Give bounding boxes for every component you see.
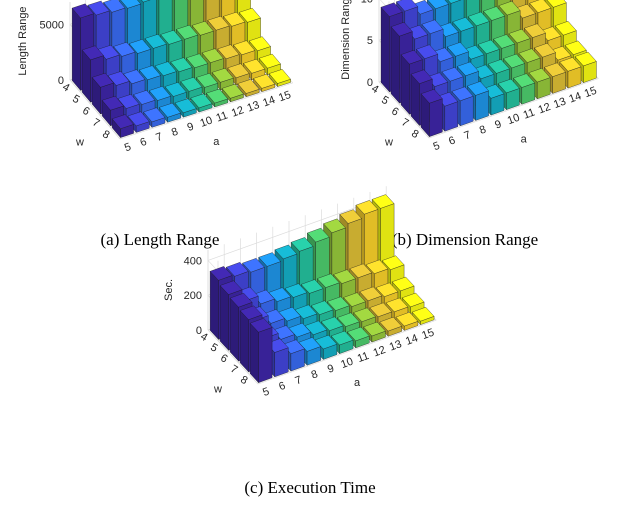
bar-w8-a5 [249,318,273,384]
a-tick-label: 5 [432,140,442,153]
a-axis-label: a [354,377,361,389]
a-tick-label: 11 [215,109,230,124]
w-tick-label: 5 [379,94,390,107]
a-tick-label: 13 [552,96,568,111]
a-tick-label: 9 [186,121,196,134]
z-tick-label: 0 [196,325,202,337]
bar-w7-a15 [258,53,281,76]
z-tick-label: 200 [184,290,202,302]
z-axis-label: Sec. [163,279,175,301]
a-tick-label: 13 [388,338,404,353]
a-tick-label: 5 [123,141,133,154]
w-tick-label: 4 [60,81,71,94]
bars [209,194,435,384]
w-axis-label: w [75,136,84,148]
bar-w8-a14 [395,311,419,331]
z-tick-label: 5000 [40,19,64,31]
bar-w8-a15 [411,306,435,326]
w-tick-label: 6 [80,105,91,118]
z-tick-label: 10 [361,0,373,5]
z-tick-label: 0 [367,77,373,89]
bar-w7-a14 [243,58,266,81]
bar-w8-a14 [253,73,276,93]
a-tick-label: 11 [522,106,537,121]
bar-w8-a9 [174,98,197,118]
a-tick-label: 6 [139,136,149,149]
a-axis-label: a [213,136,220,148]
z-axis-label: Length Range [17,6,29,75]
z-tick-label: 400 [184,255,202,267]
a-tick-label: 14 [567,90,583,105]
bar-w8-a12 [221,83,244,103]
chart-panel-b: 0510Dimension Range45678w567891011121314… [309,0,618,220]
bar-w6-a5 [91,72,114,115]
w-tick-label: 4 [369,83,380,96]
a-tick-label: 12 [372,344,388,359]
a-tick-label: 13 [246,99,262,114]
a-tick-label: 15 [583,85,599,100]
a-tick-label: 12 [537,101,553,116]
a-tick-label: 7 [294,374,304,387]
a-tick-label: 15 [277,89,293,104]
bar-w8-a15 [268,69,291,88]
a-tick-label: 11 [356,350,371,365]
bars [380,0,597,138]
a-tick-label: 8 [310,368,320,381]
a-tick-label: 14 [404,332,420,347]
a-tick-label: 6 [277,380,287,393]
w-tick-label: 6 [218,352,229,365]
bar3d-chart-dimension-range: 0510Dimension Range45678w567891011121314… [340,0,599,153]
a-tick-label: 7 [463,129,473,142]
bars [71,0,291,139]
w-tick-label: 7 [228,363,239,376]
a-tick-label: 9 [326,362,336,375]
a-tick-label: 12 [230,104,246,119]
w-tick-label: 7 [399,116,410,129]
z-tick-label: 5 [367,35,373,47]
caption-a: (a) Length Range [100,230,220,249]
bar-w8-a5 [111,114,134,139]
a-tick-label: 8 [170,126,180,139]
bar-w8-a11 [205,88,229,108]
a-tick-label: 5 [261,386,271,399]
a-tick-label: 9 [493,118,503,131]
a-tick-label: 14 [261,94,277,109]
a-tick-label: 10 [506,112,522,127]
chart-panel-c: 0 200 400 Sec. 4 5 6 7 8 w 5 6 7 8 9 10 11 12 13 14 15 a [155,186,464,470]
caption-c: (c) Execution Time [244,478,376,497]
w-tick-label: 8 [409,128,420,141]
w-tick-label: 8 [238,374,249,387]
a-tick-label: 8 [478,124,488,137]
z-tick-label: 0 [58,75,64,87]
w-tick-label: 5 [208,341,219,354]
bar-w8-a13 [379,316,403,337]
a-tick-label: 15 [420,327,436,342]
w-tick-label: 8 [100,128,111,141]
w-axis-label: w [213,383,222,395]
w-tick-label: 7 [90,116,101,129]
w-tick-label: 4 [198,331,209,344]
a-axis-label: a [521,133,528,145]
a-tick-label: 10 [199,114,215,129]
chart-panel-a: 0 5000 Length Range 4 5 6 7 8 w 5 6 7 8 9 10 11 12 13 14 15… [0,0,309,220]
w-tick-label: 5 [70,93,81,106]
w-tick-label: 6 [389,105,400,118]
a-tick-label: 7 [154,131,164,144]
bar-w8-a10 [190,93,213,113]
z-axis-label: Dimension Range [340,0,352,80]
a-tick-label: 10 [339,356,355,371]
w-axis-label: w [384,137,393,149]
caption-b: (b) Dimension Range [391,230,539,249]
bar-w8-a14 [559,57,582,89]
bar-w8-a5 [420,89,443,138]
a-tick-label: 6 [447,134,457,147]
